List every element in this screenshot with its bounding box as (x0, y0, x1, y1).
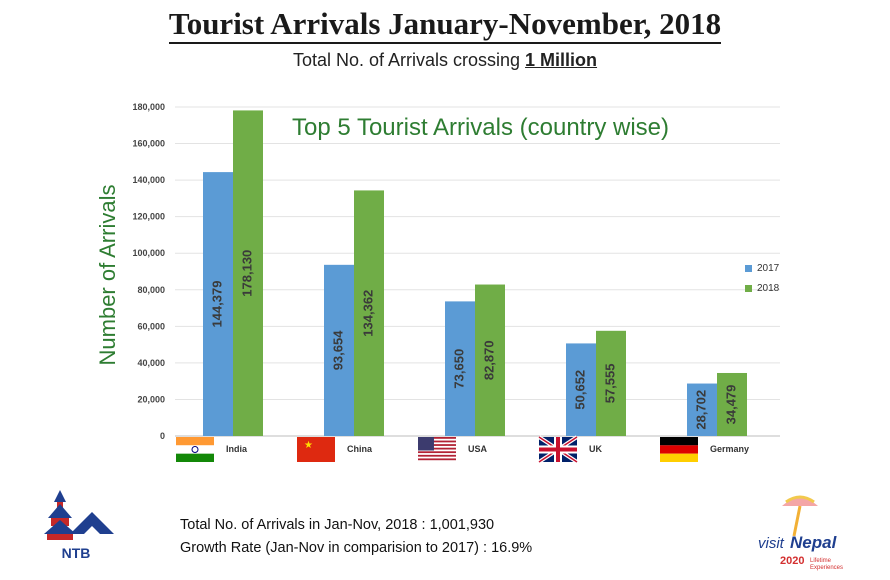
svg-text:Nepal: Nepal (790, 533, 838, 552)
flag-germany-icon (660, 437, 698, 462)
bar-2018-india (233, 110, 263, 437)
y-axis-label: Number of Arrivals (95, 184, 120, 366)
data-label: 73,650 (451, 349, 466, 389)
y-tick-label: 20,000 (137, 394, 165, 404)
legend-label-2017: 2017 (757, 262, 780, 274)
total-arrivals-line: Total No. of Arrivals in Jan-Nov, 2018 :… (180, 517, 495, 533)
flag-india-icon (176, 437, 214, 462)
svg-text:visit: visit (758, 535, 785, 552)
bar-2018-uk (596, 330, 626, 436)
data-label: 93,654 (330, 330, 345, 371)
page-title-text: Tourist Arrivals January-November, 2018 (168, 6, 722, 44)
subtitle-prefix: Total No. of Arrivals crossing (292, 50, 526, 70)
data-label: 134,362 (360, 290, 375, 337)
y-tick-label: 160,000 (132, 139, 165, 149)
bar-2018-china (354, 190, 384, 436)
ntb-logo: NTB (44, 490, 114, 561)
y-tick-label: 0 (160, 431, 165, 441)
legend-swatch-2017 (745, 264, 752, 272)
x-tick-label: UK (589, 444, 602, 454)
svg-text:Lifetime: Lifetime (810, 558, 832, 564)
data-label: 178,130 (239, 250, 254, 297)
data-label: 28,702 (693, 390, 708, 430)
page-subtitle: Total No. of Arrivals crossing 1 Million (0, 50, 890, 71)
flag-usa-icon (418, 437, 456, 461)
legend-label-2018: 2018 (757, 282, 780, 294)
bar-2017-uk (566, 343, 596, 436)
y-tick-label: 180,000 (132, 102, 165, 112)
flag-uk-icon (537, 435, 579, 464)
x-tick-label: India (226, 444, 248, 454)
legend-swatch-2018 (745, 284, 752, 292)
growth-rate-line: Growth Rate (Jan-Nov in comparision to 2… (180, 540, 533, 556)
data-label: 82,870 (481, 340, 496, 380)
x-tick-label: China (347, 444, 373, 454)
data-label: 144,379 (209, 281, 224, 328)
bar-2017-china (324, 264, 354, 436)
data-label: 34,479 (723, 385, 738, 425)
chart-title: Top 5 Tourist Arrivals (country wise) (292, 114, 670, 141)
y-tick-label: 140,000 (132, 175, 165, 185)
data-label: 50,652 (572, 370, 587, 410)
page-title: Tourist Arrivals January-November, 2018 (0, 6, 890, 44)
svg-text:★: ★ (304, 440, 313, 451)
y-tick-label: 40,000 (137, 358, 165, 368)
y-tick-label: 60,000 (137, 321, 165, 331)
bar-2018-germany (717, 372, 747, 436)
y-tick-label: 120,000 (132, 212, 165, 222)
subtitle-highlight: 1 Million (525, 50, 598, 70)
flag-china-icon: ★ (297, 437, 335, 462)
svg-text:Experiences: Experiences (810, 565, 843, 571)
bar-2018-usa (475, 284, 505, 436)
y-tick-label: 100,000 (132, 248, 165, 258)
chart-legend: 2017 2018 (745, 258, 779, 298)
data-label: 57,555 (602, 364, 617, 404)
legend-item-2018: 2018 (745, 278, 779, 298)
bar-2017-india (203, 172, 233, 436)
bar-2017-germany (687, 383, 717, 436)
visit-nepal-logo: visit Nepal 2020 Lifetime Experiences (758, 495, 843, 571)
y-tick-label: 80,000 (137, 285, 165, 295)
x-tick-label: Germany (710, 444, 749, 454)
svg-text:NTB: NTB (62, 545, 91, 561)
x-tick-label: USA (468, 444, 488, 454)
svg-text:2020: 2020 (780, 555, 804, 567)
summary-text: Total No. of Arrivals in Jan-Nov, 2018 :… (180, 514, 532, 560)
bar-2017-usa (445, 301, 475, 436)
legend-item-2017: 2017 (745, 258, 779, 278)
